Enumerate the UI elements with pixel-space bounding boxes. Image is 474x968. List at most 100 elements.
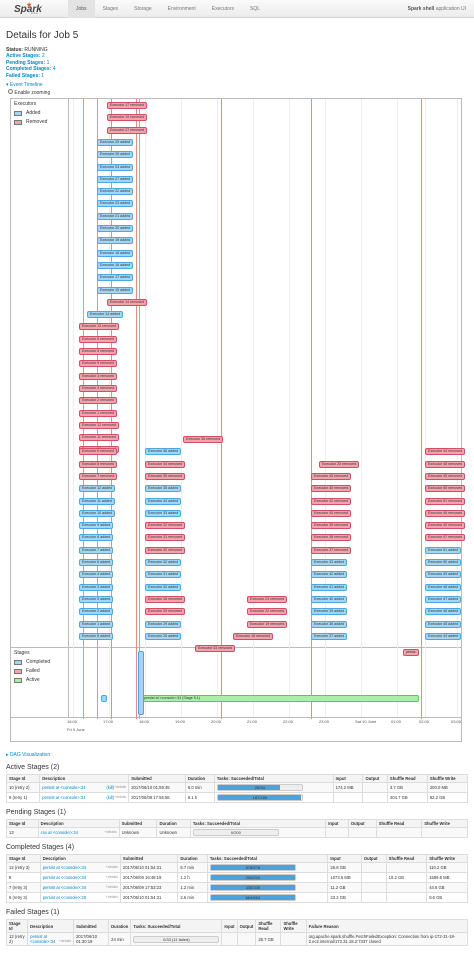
column-header[interactable]: Output [347,819,377,829]
executor-event-box[interactable]: Executor 32 removed [145,522,186,530]
active-stages-link[interactable]: Active Stages: 2 [6,53,45,60]
column-header[interactable]: Stage Id [5,919,29,934]
executor-event-box[interactable]: Executor 8 added [79,534,114,542]
executor-event-box[interactable]: Executor 37 added [311,632,348,640]
executor-event-box[interactable]: Executor 25 removed [319,460,360,468]
executor-event-box[interactable]: Executor 47 removed [425,534,466,542]
executor-event-box[interactable]: Executor 15 removed [107,114,148,122]
executor-event-box[interactable]: Executor 22 added [97,188,134,196]
executor-event-box[interactable]: Executor 9 added [79,522,114,530]
executor-event-box[interactable]: Executor 41 added [311,583,348,591]
details-toggle[interactable]: +details [58,939,72,944]
column-header[interactable]: Stage Id [6,854,41,864]
executor-event-box[interactable]: Executor 50 removed [425,485,466,493]
executor-event-box[interactable]: Executor 31 removed [145,534,186,542]
executor-event-box[interactable]: Executor 15 added [97,286,134,294]
executor-event-box[interactable]: Executor 19 added [97,237,134,245]
executor-event-box[interactable]: Executor 12 added [79,485,116,493]
column-header[interactable]: Shuffle Write [426,774,469,784]
column-header[interactable]: Shuffle Write [426,854,468,864]
executor-event-box[interactable]: Executor 5 removed [79,348,118,356]
details-toggle[interactable]: +details [114,785,127,790]
column-header[interactable]: Description [37,819,120,829]
stage-active-bar[interactable]: persist at <console>:34 (Stage 5.1) [141,695,419,703]
column-header[interactable]: Tasks: Succeeded/Total [213,774,334,784]
executor-event-box[interactable]: Executor 7 added [79,546,114,554]
column-header[interactable]: Tasks: Succeeded/Total [206,854,329,864]
executor-event-box[interactable]: Executor 28 added [145,632,182,640]
column-header[interactable]: Shuffle Write [421,819,468,829]
stage-persist-bar[interactable]: persis [403,649,419,657]
tab-environment[interactable]: Environment [167,6,196,12]
executor-event-box[interactable]: Executor 51 removed [425,497,466,505]
executor-event-box[interactable]: Executor 45 removed [311,472,352,480]
executor-event-box[interactable]: Executor 35 removed [145,472,186,480]
zoom-checkbox[interactable] [8,89,13,95]
tab-stages[interactable]: Stages [102,6,119,12]
stage-description-link[interactable]: persist at <console>:34 [42,875,87,881]
executor-event-box[interactable]: Executor 11 added [79,497,115,505]
column-header[interactable]: Description [39,854,121,864]
executor-event-box[interactable]: Executor 23 removed [247,595,288,603]
executor-event-box[interactable]: Executor 43 removed [311,509,352,517]
column-header[interactable]: Shuffle Read [385,854,428,864]
executor-event-box[interactable]: Executor 18 removed [233,632,274,640]
stage-description-link[interactable]: persist at <console>:34 [42,885,87,891]
column-header[interactable]: Input [221,919,238,934]
executor-event-box[interactable]: Executor 49 removed [425,522,466,530]
executor-event-box[interactable]: Executor 21 added [97,212,134,220]
executor-event-box[interactable]: Executor 1 added [79,620,114,628]
details-toggle[interactable]: +details [114,795,127,800]
column-header[interactable]: Stage Id [6,819,39,829]
executor-event-box[interactable]: Executor 42 added [311,571,348,579]
executor-event-box[interactable]: Executor 32 added [145,559,182,567]
details-toggle[interactable]: +details [105,875,118,880]
executor-event-box[interactable]: Executor 43 added [311,559,348,567]
spark-logo[interactable]: ★ Spark 2.1.1 [14,2,42,15]
tab-executors[interactable]: Executors [211,6,234,12]
column-header[interactable]: Tasks: Succeeded/Total [130,919,223,934]
details-toggle[interactable]: +details [105,885,118,890]
tab-sql[interactable]: SQL [249,6,260,12]
column-header[interactable]: Description [27,919,75,934]
executor-event-box[interactable]: Executor 6 removed [79,448,118,456]
executor-event-box[interactable]: Executor 8 removed [79,460,118,468]
executor-event-box[interactable]: Executor 40 removed [311,485,352,493]
column-header[interactable]: Shuffle Read [255,919,282,934]
executor-event-box[interactable]: Executor 36 added [145,448,182,456]
column-header[interactable]: Input [332,774,364,784]
details-toggle[interactable]: +details [104,830,117,835]
executor-event-box[interactable]: Executor 12 removed [79,421,120,429]
executor-event-box[interactable]: Executor 4 removed [79,384,118,392]
executor-event-box[interactable]: Executor 31 added [145,571,182,579]
executor-event-box[interactable]: Executor 17 added [97,274,134,282]
executor-event-box[interactable]: Executor 48 added [425,583,462,591]
kill-link[interactable]: (kill) [106,785,115,791]
executor-event-box[interactable]: Executor 29 removed [145,608,186,616]
tab-storage[interactable]: Storage [134,6,152,12]
executor-event-box[interactable]: Executor 2 added [79,608,114,616]
column-header[interactable]: Stage Id [5,774,41,784]
column-header[interactable]: Duration [156,819,191,829]
stage-description-link[interactable]: persist at <console>:34 [42,785,86,791]
completed-stages-link[interactable]: Completed Stages: 4 [6,66,56,73]
executor-event-box[interactable]: Executor 19 removed [247,620,288,628]
executor-event-box[interactable]: Executor 6 added [79,559,114,567]
stage-description-link[interactable]: persist at <console>:28 [42,895,87,901]
event-timeline[interactable]: Executors Added Removed Stages Completed… [10,98,466,743]
executor-event-box[interactable]: Executor 13 removed [79,323,120,331]
event-timeline-toggle[interactable]: ▾ Event Timeline [6,82,43,89]
executor-event-box[interactable]: Executor 27 added [97,175,134,183]
executor-event-box[interactable]: Executor 30 added [145,583,182,591]
executor-event-box[interactable]: Executor 44 removed [425,448,466,456]
executor-event-box[interactable]: Executor 18 added [97,249,134,257]
executor-event-box[interactable]: Executor 8 added [79,632,114,640]
executor-event-box[interactable]: Executor 14 removed [107,298,148,306]
column-header[interactable]: Description [39,774,130,784]
column-header[interactable]: Output [360,854,387,864]
executor-event-box[interactable]: Executor 14 added [87,311,124,319]
executor-event-box[interactable]: Executor 44 added [425,632,462,640]
executor-event-box[interactable]: Executor 3 added [79,583,114,591]
executor-event-box[interactable]: Executor 22 removed [247,608,288,616]
stage-completed-bar[interactable] [138,651,144,716]
